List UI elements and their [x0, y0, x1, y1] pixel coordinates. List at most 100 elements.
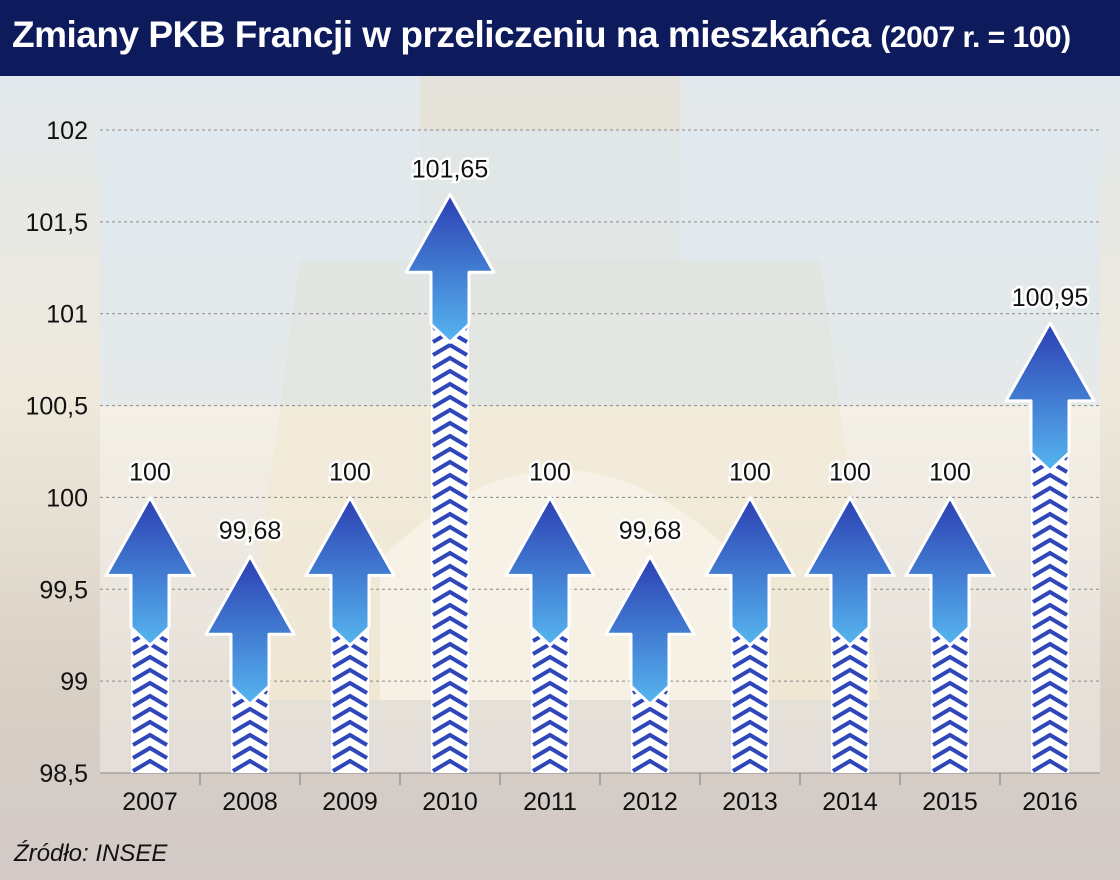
chevron	[1031, 719, 1069, 734]
y-tick-label: 98,5	[39, 760, 88, 788]
chevron	[131, 667, 169, 682]
y-tick-label: 100	[46, 484, 88, 512]
chevron	[931, 680, 969, 695]
chevron	[331, 654, 369, 669]
chevron	[831, 667, 869, 682]
chevron	[531, 732, 569, 747]
chevron	[531, 693, 569, 708]
chevron	[531, 719, 569, 734]
chart-subtitle: (2007 r. = 100)	[880, 21, 1071, 54]
source-note: Źródło: INSEE	[14, 840, 168, 867]
chevron	[1031, 576, 1069, 591]
x-axis: 2007 2008 2009 2010 2011 2012 2013 2014 2015 2016	[122, 773, 1078, 816]
chevron	[331, 667, 369, 682]
chevron	[531, 654, 569, 669]
chevron	[431, 732, 469, 747]
chevron	[731, 745, 769, 760]
chevron	[931, 745, 969, 760]
chevron	[1031, 511, 1069, 526]
arrow-bar	[804, 495, 896, 773]
chevron	[331, 693, 369, 708]
chevron	[431, 537, 469, 552]
x-tick-label: 2013	[722, 788, 778, 816]
chevron	[431, 576, 469, 591]
chevron	[431, 615, 469, 630]
chevron	[431, 524, 469, 539]
arrow-bar	[404, 192, 496, 773]
chevron	[431, 667, 469, 682]
chevron	[131, 745, 169, 760]
chevron	[331, 680, 369, 695]
y-tick-label: 101,5	[25, 209, 88, 237]
x-tick-label: 2015	[922, 788, 978, 816]
chevron	[431, 563, 469, 578]
arrow-head	[1004, 321, 1096, 473]
chevron	[431, 342, 469, 357]
chevron	[431, 446, 469, 461]
arrow-bar	[604, 554, 696, 773]
x-tick-label: 2014	[822, 788, 878, 816]
chevron	[431, 758, 469, 773]
chevron	[431, 485, 469, 500]
chevron	[531, 745, 569, 760]
chevron	[1031, 732, 1069, 747]
chevron	[1031, 745, 1069, 760]
chevron	[1031, 537, 1069, 552]
chevron	[931, 758, 969, 773]
plot-band	[100, 130, 1100, 406]
chevron	[931, 706, 969, 721]
chevron	[1031, 693, 1069, 708]
chevron	[331, 706, 369, 721]
x-tick-label: 2011	[523, 788, 577, 816]
arrow-bar	[204, 554, 296, 773]
chevron	[1031, 706, 1069, 721]
chevron	[531, 667, 569, 682]
arrow-chevrons	[1031, 446, 1069, 773]
arrow-head	[804, 495, 896, 647]
chevron	[631, 706, 669, 721]
value-labels: 100 99,68 100 101,65 100 99,68 100 100 100 100,95	[127, 153, 1091, 548]
chevron	[731, 654, 769, 669]
chevron	[131, 732, 169, 747]
chevron	[531, 706, 569, 721]
y-tick-label: 100,5	[25, 393, 88, 421]
chevron	[1031, 602, 1069, 617]
arrow-bars	[104, 192, 1096, 773]
chevron	[1031, 589, 1069, 604]
chevron	[131, 654, 169, 669]
arrow-chevrons	[431, 316, 469, 773]
arrow-bar	[904, 495, 996, 773]
chevron	[831, 758, 869, 773]
arrow-bar	[504, 495, 596, 773]
chevron	[631, 719, 669, 734]
y-tick-label: 101	[46, 301, 88, 329]
chevron	[231, 758, 269, 773]
chevron	[731, 680, 769, 695]
chevron	[431, 511, 469, 526]
chevron	[1031, 550, 1069, 565]
value-label: 100	[829, 458, 871, 486]
chevron	[231, 732, 269, 747]
arrow-head	[904, 495, 996, 647]
value-label: 100	[329, 458, 371, 486]
chart-title-text: Zmiany PKB Francji w przeliczeniu na mie…	[12, 14, 871, 55]
y-tick-label: 99,5	[39, 576, 88, 604]
y-tick-label: 99	[60, 668, 88, 696]
title-bar: Zmiany PKB Francji w przeliczeniu na mie…	[0, 0, 1120, 76]
chevron	[431, 368, 469, 383]
chevron	[831, 732, 869, 747]
y-axis: 98,5 99 99,5 100 100,5 101 101,5 102	[25, 117, 88, 788]
value-label: 100,95	[1012, 284, 1088, 312]
x-tick-label: 2012	[622, 788, 678, 816]
chevron	[931, 667, 969, 682]
chevron	[431, 745, 469, 760]
chevron	[431, 680, 469, 695]
arrow-bar	[704, 495, 796, 773]
chevron	[431, 498, 469, 513]
chevron	[431, 641, 469, 656]
chevron	[731, 693, 769, 708]
chevron	[431, 433, 469, 448]
value-label: 99,68	[619, 517, 682, 545]
x-tick-label: 2016	[1022, 788, 1078, 816]
chevron	[1031, 667, 1069, 682]
